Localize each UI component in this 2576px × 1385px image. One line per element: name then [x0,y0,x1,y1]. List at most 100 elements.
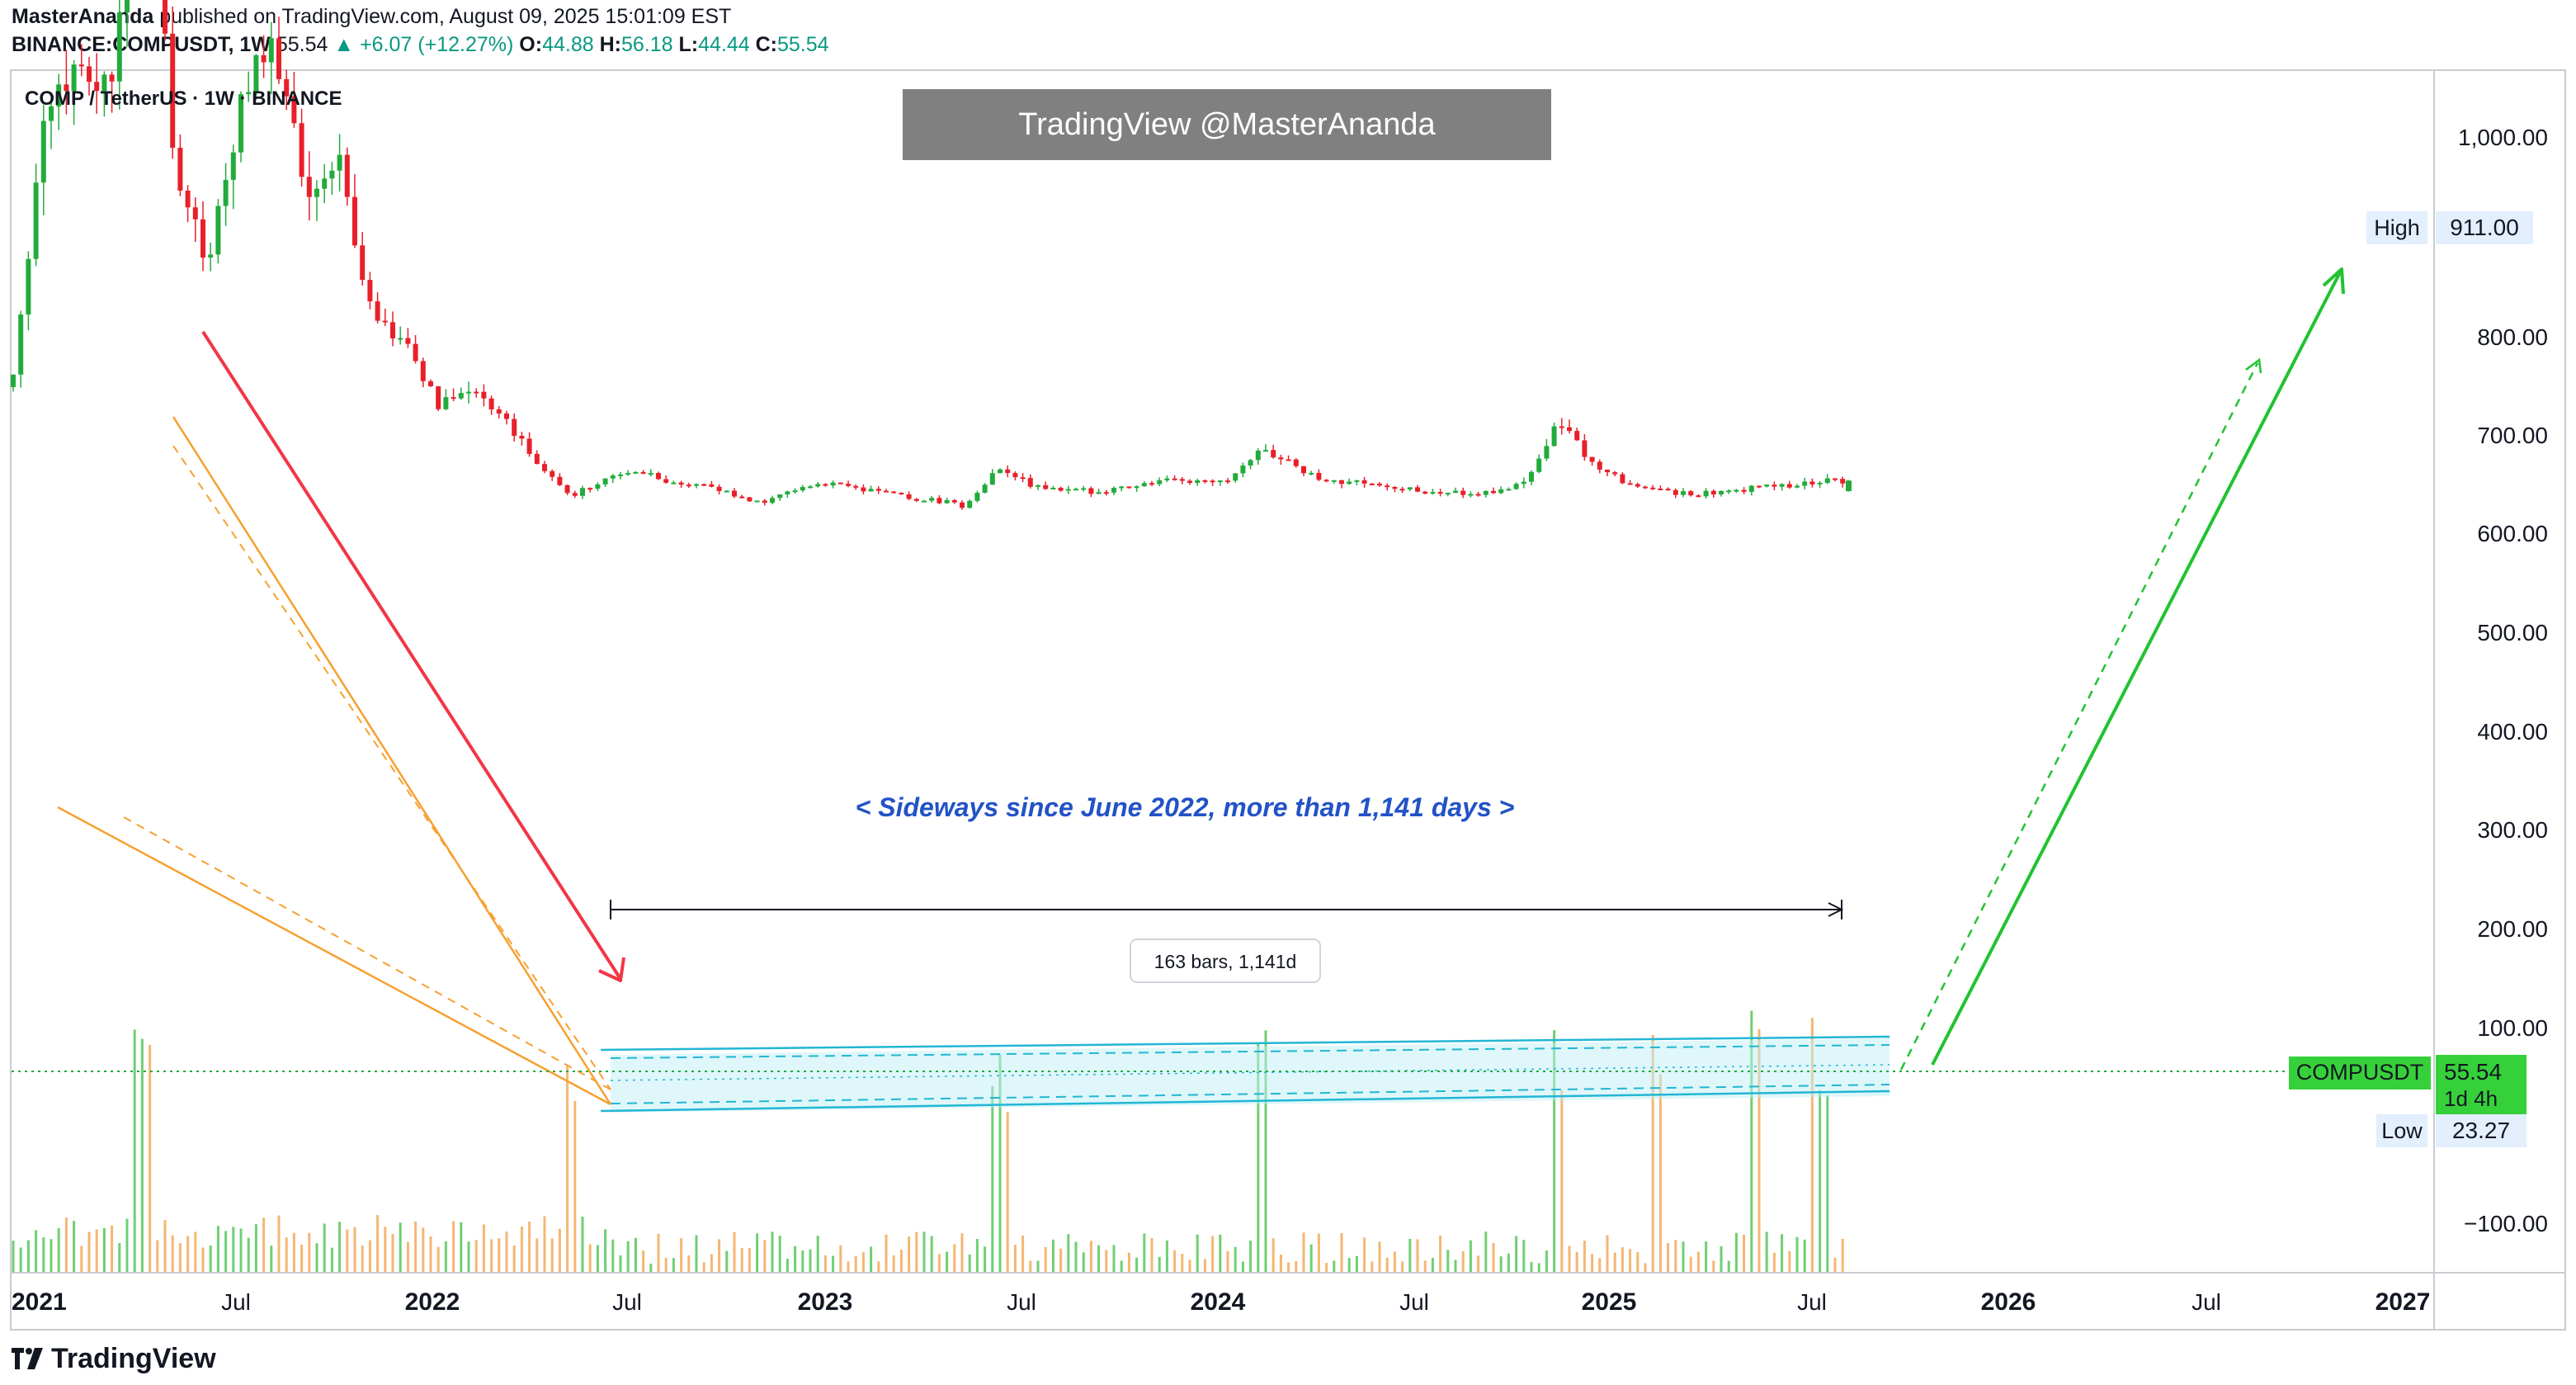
volume-bar [1781,1234,1784,1273]
candle-body [1050,487,1056,489]
candle-body [1643,486,1648,489]
candle-body [223,179,229,206]
volume-bar [194,1231,197,1273]
volume-bar [1537,1263,1540,1273]
volume-bar [1507,1253,1510,1273]
wedge-upper-line [172,416,612,1105]
candle-body [1271,450,1276,458]
volume-bar [1302,1232,1305,1273]
candle-body [564,485,570,494]
candle-body [261,54,267,63]
candle-body [550,470,555,477]
volume-bar [1211,1236,1215,1273]
high-value: 911.00 [2450,215,2519,240]
volume-bar [1658,1074,1662,1273]
candle-body [1088,488,1094,494]
open-value: 44.88 [542,33,594,56]
low-label-hdr: L: [678,33,699,56]
candle-body [1529,471,1534,482]
volume-bar [885,1234,888,1273]
volume-bar [520,1227,523,1273]
candle-body [1833,478,1838,480]
candle-body [1665,489,1671,491]
volume-bar [247,1237,250,1273]
close-value-hdr: 55.54 [777,33,829,56]
last-price: 55.54 [2444,1059,2502,1085]
volume-bar [201,1247,205,1273]
volume-bar [361,1246,364,1273]
volume-bar [1757,1028,1761,1273]
price-tick-label: 300.00 [2477,817,2548,843]
time-tick-label: Jul [612,1289,642,1315]
candle-body [185,190,191,208]
author-name[interactable]: MasterAnanda [12,5,154,28]
volume-bar [1583,1241,1586,1273]
volume-bar [1765,1231,1768,1273]
candle-body [1620,474,1625,484]
tradingview-logo[interactable]: TradingView [12,1340,216,1377]
candle-body [1536,458,1542,472]
candle-body [678,482,684,485]
low-value-box [2436,1114,2526,1147]
candle-body [625,473,631,475]
candle-body [201,219,205,258]
volume-bar [224,1231,228,1273]
candle-body [1187,480,1192,484]
volume-bar [998,1054,1002,1273]
volume-bar [285,1237,288,1273]
volume-bar [1750,1010,1753,1273]
volume-bar [953,1244,956,1273]
volume-bar [1575,1251,1578,1273]
volume-bar [611,1239,615,1273]
time-tick-label: Jul [221,1289,251,1315]
measure-label-box [1130,938,1321,983]
volume-bar [771,1231,774,1273]
volume-bar [391,1233,394,1273]
change-value: +6.07 (+12.27%) [360,33,514,56]
volume-bar [1772,1252,1776,1273]
change-up-icon: ▲ [333,33,355,56]
volume-bar [543,1216,546,1273]
candle-body [1559,426,1564,428]
candle-body [587,488,593,490]
volume-bar [315,1243,318,1273]
candle-body [49,106,54,121]
volume-bar [1530,1261,1533,1273]
channel-top-line [600,1035,1890,1052]
candle-body [314,188,319,197]
candle-body [1491,490,1496,494]
volume-bar [1036,1260,1040,1273]
volume-bar [1378,1241,1381,1273]
candle-body [777,494,783,499]
volume-bar [1621,1247,1624,1273]
candle-body [276,38,281,79]
candle-body [1361,480,1367,484]
candle-body [906,494,912,499]
candle-body [519,435,525,439]
candle-body [754,500,760,503]
volume-bar [1219,1234,1222,1273]
candle-body [56,84,62,106]
candle-body [1809,481,1815,485]
candle-body [974,493,980,501]
candle-body [420,361,426,381]
candle-body [1399,489,1405,491]
wedge-lower-dashed [123,816,611,1090]
candle-body [663,479,669,483]
candle-body [686,485,691,487]
volume-bar [330,1247,333,1273]
volume-bar [414,1221,418,1273]
price-tick-label: 1,000.00 [2458,125,2548,150]
volume-bar [1492,1243,1495,1273]
candle-body [960,502,965,508]
volume-bar [581,1217,584,1273]
volume-bar [19,1247,22,1273]
volume-bar [1560,1090,1564,1273]
volume-bar [1135,1257,1139,1273]
candle-body [1567,427,1572,432]
last-value: 55.54 [276,33,328,56]
volume-bar [832,1255,835,1273]
candle-body [1589,456,1595,462]
high-value-hdr: 56.18 [620,33,673,56]
